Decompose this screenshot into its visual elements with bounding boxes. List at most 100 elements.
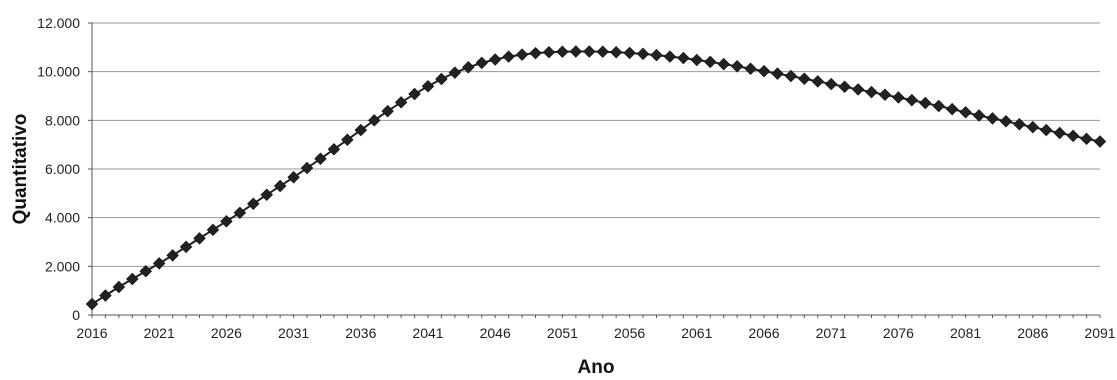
data-point [623,46,636,60]
data-point [704,55,717,69]
data-point [569,45,583,58]
x-tick-label: 2041 [412,325,443,341]
x-tick-label: 2056 [614,325,645,341]
data-point [771,67,784,80]
data-point [690,53,704,67]
data-point [986,112,999,125]
data-point [1066,129,1080,143]
data-point [865,85,878,99]
x-tick-label: 2086 [1017,325,1048,341]
data-point [677,51,690,65]
data-point [99,289,112,302]
data-point [166,249,179,262]
data-point [878,88,892,102]
data-point [650,48,663,62]
x-tick-label: 2016 [76,325,107,341]
data-point [932,99,945,113]
data-point [811,75,824,88]
data-point [179,240,193,254]
data-point [112,280,126,294]
data-point [462,61,475,74]
data-point [488,53,502,66]
data-point [421,80,435,93]
data-point [300,161,314,175]
data-point [892,91,905,104]
data-point [247,197,260,211]
x-tick-label: 2066 [748,325,779,341]
y-tick-label: 2.000 [45,258,80,274]
data-point [1040,123,1053,137]
y-tick-label: 0 [72,307,80,323]
data-point [1093,135,1107,148]
data-point [327,143,341,156]
data-point [260,188,273,202]
y-axis-title: Quantitativo [10,114,31,225]
data-point [999,115,1013,128]
data-point [381,104,394,118]
data-point [784,69,798,83]
x-tick-label: 2036 [345,325,376,341]
y-tick-label: 12.000 [37,15,80,31]
data-point [502,50,515,63]
data-point [220,215,233,228]
data-point [556,45,569,58]
data-point [341,133,354,147]
data-point [919,96,932,110]
data-point [663,50,677,63]
x-tick-label: 2061 [681,325,712,341]
data-point [824,77,838,91]
y-tick-label: 4.000 [45,210,80,226]
data-point [408,87,421,101]
data-point [905,93,919,107]
data-point [435,72,448,86]
data-point [1080,132,1093,146]
x-tick-label: 2091 [1084,325,1115,341]
data-point [152,257,166,270]
x-tick-label: 2071 [816,325,847,341]
data-point [139,264,152,278]
x-tick-label: 2021 [144,325,175,341]
x-tick-label: 2051 [547,325,578,341]
y-tick-label: 6.000 [45,161,80,177]
data-point [314,152,327,166]
x-tick-label: 2026 [211,325,242,341]
data-point [515,48,529,61]
grid-lines [92,22,1100,267]
data-point [126,272,139,286]
data-point [583,45,596,58]
x-tick-labels: 2016 2021 2026 2031 2036 2041 2046 2051 2056 2061… [76,315,1116,341]
data-point [636,47,650,61]
series-quantitativo [85,45,1107,311]
data-point [757,64,771,78]
data-point [206,223,220,237]
data-point [959,106,972,119]
data-point [596,45,609,58]
data-point [475,56,488,70]
data-point [368,114,381,127]
data-point [730,60,744,73]
x-tick-label: 2076 [883,325,914,341]
data-point [1053,126,1066,140]
data-point [972,109,986,122]
data-point [287,171,300,184]
data-point [193,232,206,245]
data-point [744,62,757,75]
data-point [85,297,99,311]
data-point [1013,118,1026,131]
y-tick-label: 10.000 [37,64,80,80]
y-tick-labels: 0 2.000 4.000 6.000 8.000 10.000 12.000 [37,15,92,323]
data-point [609,45,623,59]
data-point [838,80,851,93]
data-point [717,57,730,71]
series-line [91,50,1101,305]
data-point [354,123,368,137]
data-point [1026,120,1040,134]
data-point [542,45,556,59]
data-point [448,66,462,79]
y-tick-label: 8.000 [45,112,80,128]
x-tick-label: 2081 [950,325,981,341]
x-tick-label: 2046 [480,325,511,341]
data-point [945,102,959,116]
x-tick-label: 2031 [278,325,309,341]
